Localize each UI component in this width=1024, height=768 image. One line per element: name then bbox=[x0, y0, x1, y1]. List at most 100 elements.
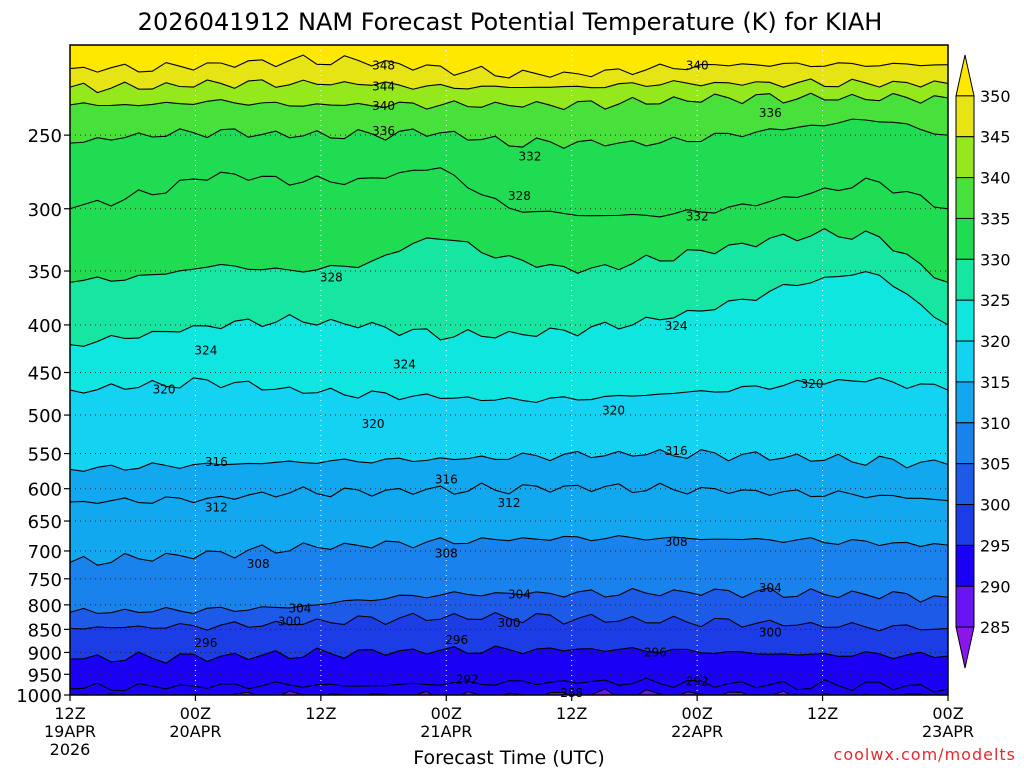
colorbar-segment-13 bbox=[955, 585, 975, 628]
y-tick-label-650: 650 bbox=[28, 512, 62, 533]
colorbar-label-300: 300 bbox=[980, 496, 1011, 515]
y-tick-label-900: 900 bbox=[28, 643, 62, 664]
colorbar-segment-10 bbox=[955, 463, 975, 506]
band-336-340 bbox=[70, 93, 948, 149]
contour-label-324: 324 bbox=[665, 319, 688, 333]
x-tick-label1-48: 12Z bbox=[556, 704, 587, 723]
y-tick-label-350: 350 bbox=[28, 262, 62, 283]
y-axis: 2503003504004505005506006507007508008509… bbox=[16, 126, 70, 707]
colorbar-label-315: 315 bbox=[980, 373, 1011, 392]
colorbar-segment-9 bbox=[955, 422, 975, 465]
plot-frame bbox=[69, 44, 949, 696]
colorbar-label-310: 310 bbox=[980, 414, 1011, 433]
isentrope-292 bbox=[70, 677, 948, 693]
colorbar-segment-11 bbox=[955, 504, 975, 546]
colorbar-label-320: 320 bbox=[980, 332, 1011, 351]
contour-label-308: 308 bbox=[665, 535, 688, 549]
x-tick-label2-0: 19APR bbox=[44, 722, 96, 741]
colorbar-label-295: 295 bbox=[980, 536, 1011, 555]
contour-label-320: 320 bbox=[602, 403, 625, 417]
contour-label-292: 292 bbox=[456, 673, 479, 687]
band-above-348 bbox=[70, 45, 948, 78]
contour-label-300: 300 bbox=[278, 615, 301, 629]
x-axis-label: Forecast Time (UTC) bbox=[413, 747, 604, 768]
band-316-320 bbox=[70, 377, 948, 472]
isentrope-312 bbox=[70, 482, 948, 505]
contour-label-332: 332 bbox=[686, 209, 709, 223]
x-tick-label2-60: 22APR bbox=[671, 722, 723, 741]
contour-label-316: 316 bbox=[205, 455, 228, 469]
band-296-300 bbox=[70, 612, 948, 664]
contour-label-312: 312 bbox=[205, 500, 228, 514]
plot-area: 348 344 340 336 340 336 332 328 332 328 324 324 324 3… bbox=[69, 44, 949, 700]
contour-label-288: 288 bbox=[560, 686, 583, 700]
band-292-296 bbox=[70, 646, 948, 693]
contour-label-328: 328 bbox=[320, 271, 343, 285]
band-332-336 bbox=[70, 119, 948, 217]
band-320-324 bbox=[70, 271, 948, 403]
contour-label-316: 316 bbox=[435, 472, 458, 486]
x-tick-label2-36: 21APR bbox=[420, 722, 472, 741]
contour-label-320: 320 bbox=[153, 382, 176, 396]
colorbar-segment-7 bbox=[955, 340, 975, 383]
y-tick-label-400: 400 bbox=[28, 316, 62, 337]
x-tick-label2-12: 20APR bbox=[169, 722, 221, 741]
isentrope-296 bbox=[70, 645, 948, 664]
contour-label-308: 308 bbox=[435, 547, 458, 561]
y-tick-label-700: 700 bbox=[28, 542, 62, 563]
contour-label-296: 296 bbox=[644, 646, 667, 660]
y-tick-label-850: 850 bbox=[28, 620, 62, 641]
credit-text: coolwx.com/modelts bbox=[834, 745, 1016, 764]
contour-label-320: 320 bbox=[801, 377, 824, 391]
band-300-304 bbox=[70, 587, 948, 631]
contour-label-316: 316 bbox=[665, 444, 688, 458]
isentrope-contours bbox=[70, 54, 948, 695]
isentrope-348 bbox=[70, 54, 948, 79]
contour-label-304: 304 bbox=[759, 581, 782, 595]
colorbar-label-345: 345 bbox=[980, 128, 1011, 147]
isentrope-332 bbox=[70, 167, 948, 218]
band-308-312 bbox=[70, 483, 948, 566]
contour-label-300: 300 bbox=[759, 626, 782, 640]
x-tick-label1-72: 12Z bbox=[807, 704, 838, 723]
band-324-328 bbox=[70, 228, 948, 347]
contour-label-340: 340 bbox=[372, 99, 395, 113]
contour-label-348: 348 bbox=[372, 59, 395, 73]
isentrope-344 bbox=[70, 78, 948, 94]
isentrope-320 bbox=[70, 376, 948, 403]
colorbar-label-305: 305 bbox=[980, 455, 1011, 474]
x-tick-label1-60: 00Z bbox=[681, 704, 712, 723]
x-tick-label3-0: 2026 bbox=[50, 740, 91, 759]
x-tick-label1-24: 12Z bbox=[305, 704, 336, 723]
contour-label-308: 308 bbox=[247, 557, 270, 571]
contour-label-296: 296 bbox=[194, 636, 217, 650]
band-344-348 bbox=[70, 55, 948, 93]
isentrope-340 bbox=[70, 92, 948, 111]
isentrope-300 bbox=[70, 612, 948, 632]
isentrope-336 bbox=[70, 118, 948, 149]
colorbar-segment-12 bbox=[955, 544, 975, 587]
y-tick-label-600: 600 bbox=[28, 480, 62, 501]
chart-title: 2026041912 NAM Forecast Potential Temper… bbox=[138, 8, 883, 36]
isentrope-324 bbox=[70, 271, 948, 347]
contour-label-332: 332 bbox=[518, 150, 541, 164]
y-tick-label-500: 500 bbox=[28, 406, 62, 427]
colorbar-label-335: 335 bbox=[980, 209, 1011, 228]
contour-label-336: 336 bbox=[372, 124, 395, 138]
y-tick-label-1000: 1000 bbox=[16, 686, 62, 707]
colorbar-label-325: 325 bbox=[980, 291, 1011, 310]
gridlines bbox=[70, 45, 948, 695]
y-tick-label-800: 800 bbox=[28, 596, 62, 617]
isentrope-288 bbox=[100, 688, 926, 695]
colorbar-label-330: 330 bbox=[980, 250, 1011, 269]
colorbar: 350 345 340 335 330 325 320 315 310 305 300 295 290 2… bbox=[955, 54, 1011, 669]
contour-label-304: 304 bbox=[508, 588, 531, 602]
isentrope-308 bbox=[70, 534, 948, 566]
band-304-308 bbox=[70, 535, 948, 614]
colorbar-label-290: 290 bbox=[980, 577, 1011, 596]
band-328-332 bbox=[70, 167, 948, 283]
band-312-316 bbox=[70, 449, 948, 504]
x-tick-label1-12: 00Z bbox=[180, 704, 211, 723]
